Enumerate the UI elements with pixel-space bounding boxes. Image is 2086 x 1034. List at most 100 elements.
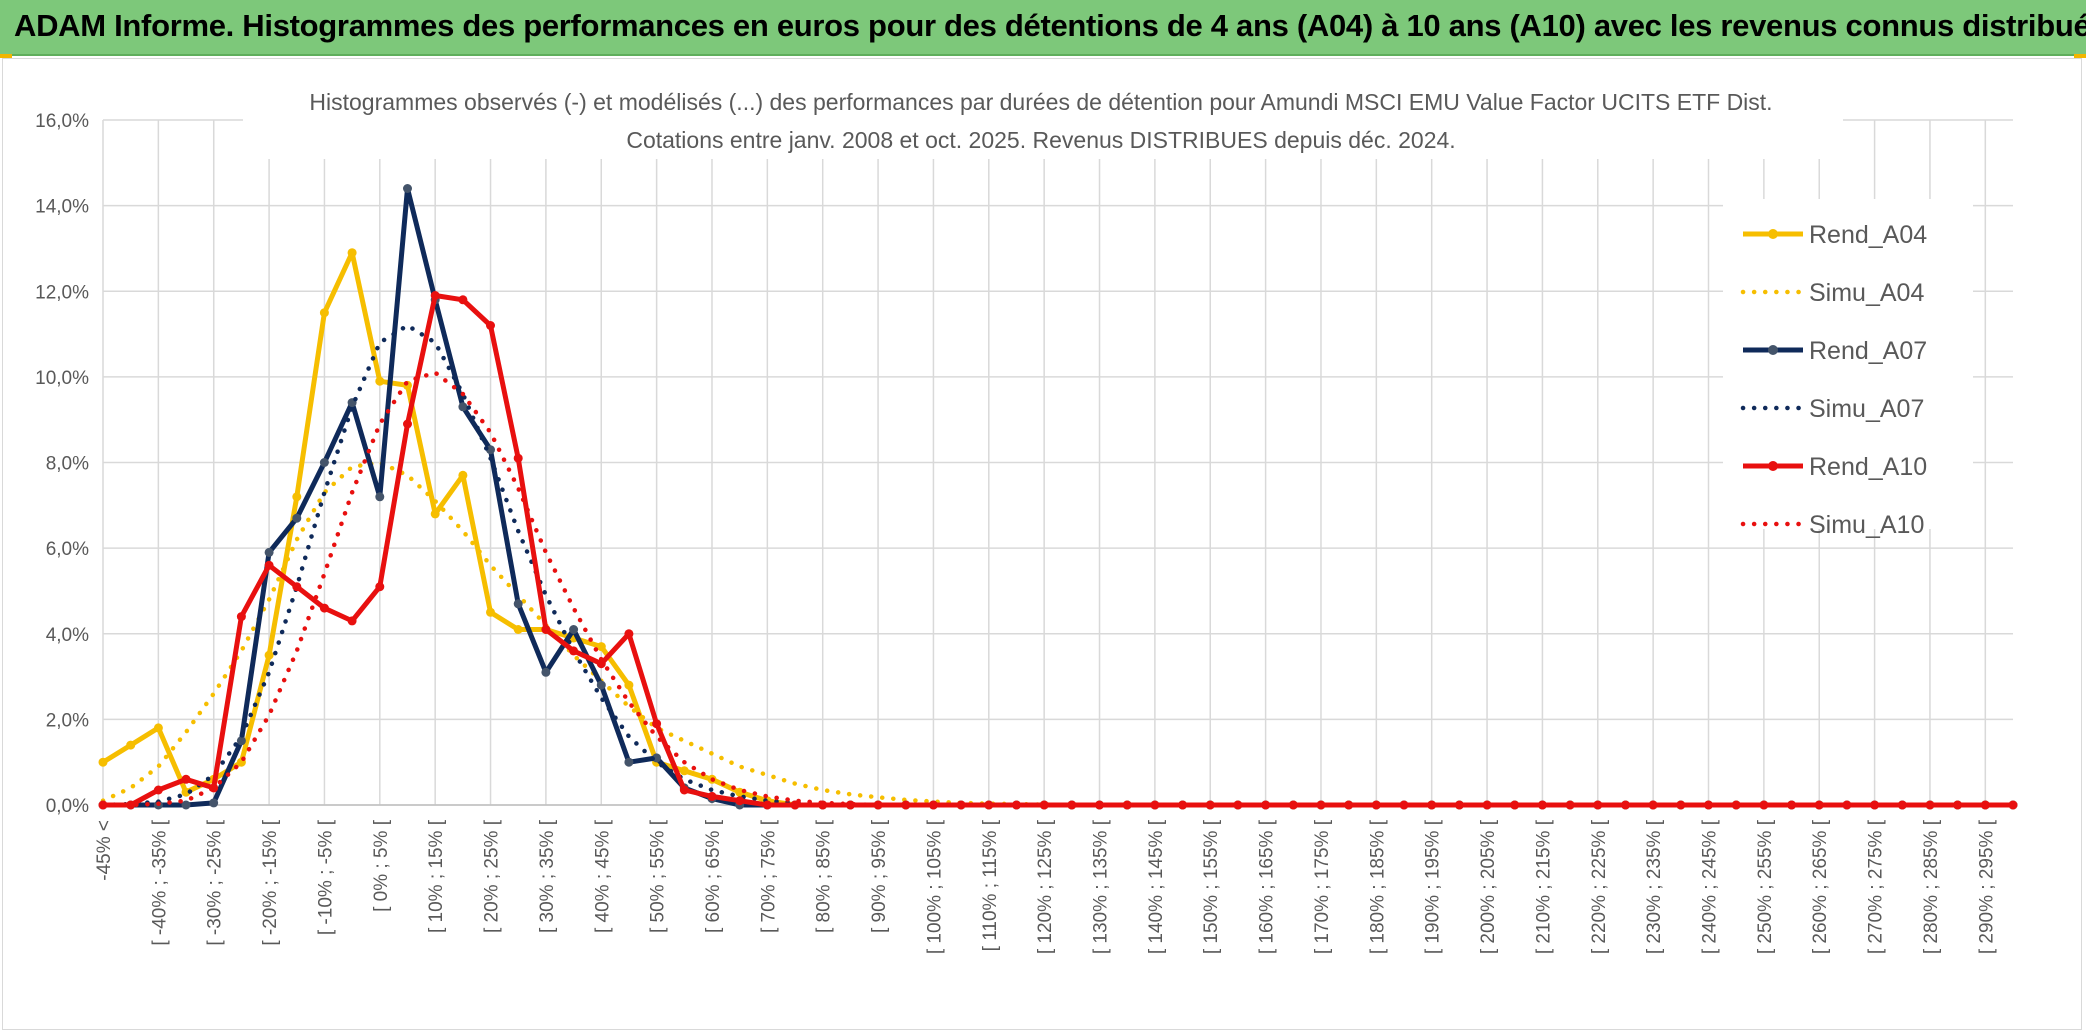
x-axis: -45% < [ -40% ; -35% [[ -30% ; -25% [[ -2… — [94, 819, 1997, 954]
y-tick-label: 10,0% — [35, 368, 89, 389]
data-point-Rend_A10 — [1067, 800, 1077, 810]
data-point-Rend_A10 — [1178, 800, 1188, 810]
data-point-Rend_A10 — [458, 295, 468, 305]
data-point-Rend_A10 — [375, 582, 385, 592]
data-point-Rend_A07 — [319, 458, 329, 467]
data-point-Rend_A04 — [98, 757, 108, 767]
x-tick-label: [ 40% ; 45% [ — [592, 819, 613, 933]
data-point-Rend_A10 — [1012, 800, 1021, 810]
x-tick-label: [ -30% ; -25% [ — [205, 819, 226, 945]
data-point-Rend_A04 — [264, 650, 274, 660]
x-tick-label: [ -40% ; -35% [ — [149, 819, 170, 945]
grid-layer — [102, 119, 2013, 806]
y-tick-label: 2,0% — [46, 710, 89, 731]
data-point-Rend_A07 — [181, 800, 191, 810]
x-tick-label: [ 120% ; 125% [ — [1035, 819, 1056, 954]
x-tick-label: [ 0% ; 5% [ — [371, 819, 392, 912]
data-point-Rend_A10 — [319, 603, 329, 613]
series-line-Simu_A07 — [100, 323, 2016, 808]
y-tick-label: 8,0% — [46, 454, 89, 475]
x-tick-label: [ 70% ; 75% [ — [758, 819, 779, 933]
legend-marker — [1768, 229, 1778, 239]
legend-label: Rend_A10 — [1809, 453, 1927, 481]
x-tick-label: [ 160% ; 165% [ — [1257, 819, 1278, 954]
data-point-Rend_A10 — [1510, 800, 1520, 810]
legend-label: Rend_A04 — [1809, 221, 1927, 249]
x-tick-label: [ 250% ; 255% [ — [1755, 819, 1776, 954]
data-point-Rend_A10 — [624, 629, 634, 639]
data-point-Rend_A10 — [901, 800, 911, 810]
x-tick-label: [ -10% ; -5% [ — [315, 819, 336, 935]
data-point-Rend_A07 — [375, 492, 385, 502]
data-point-Rend_A04 — [679, 766, 689, 776]
data-point-Rend_A10 — [652, 719, 662, 729]
legend-item-Rend_A07: Rend_A07 — [1743, 337, 1927, 365]
x-tick-label: [ 50% ; 55% [ — [648, 819, 669, 933]
data-point-Rend_A10 — [1122, 800, 1132, 810]
chart-subtitle: Cotations entre janv. 2008 et oct. 2025.… — [626, 127, 1455, 153]
data-point-Rend_A10 — [1288, 800, 1298, 810]
x-tick-label: [ 90% ; 95% [ — [869, 819, 890, 933]
data-point-Rend_A10 — [2008, 800, 2018, 810]
data-point-Rend_A04 — [153, 723, 163, 733]
data-point-Rend_A10 — [707, 791, 717, 801]
x-tick-label: [ 110% ; 115% [ — [980, 819, 1001, 951]
data-point-Rend_A10 — [126, 800, 136, 810]
banner-title: ADAM Informe. Histogrammes des performan… — [14, 8, 2086, 43]
data-point-Rend_A04 — [624, 680, 634, 690]
data-point-Rend_A04 — [375, 376, 385, 386]
data-point-Rend_A07 — [569, 625, 579, 634]
legend-item-Rend_A04: Rend_A04 — [1743, 221, 1927, 249]
data-point-Rend_A10 — [153, 785, 163, 795]
data-point-Rend_A07 — [513, 599, 523, 609]
data-point-Rend_A10 — [1399, 800, 1409, 810]
data-point-Rend_A10 — [735, 796, 745, 806]
data-point-Rend_A10 — [486, 321, 495, 330]
y-tick-label: 16,0% — [35, 111, 89, 132]
data-point-Rend_A07 — [458, 402, 468, 412]
legend-item-Simu_A04: Simu_A04 — [1740, 279, 1924, 307]
series-layer — [98, 184, 2018, 810]
x-tick-label: [ 150% ; 155% [ — [1201, 819, 1222, 954]
legend-item-Rend_A10: Rend_A10 — [1743, 453, 1927, 481]
corner-mark-left — [0, 54, 12, 58]
data-point-Rend_A10 — [292, 582, 302, 592]
data-point-Rend_A07 — [541, 667, 551, 677]
series-line-Rend_A10 — [103, 293, 2013, 808]
y-tick-label: 12,0% — [35, 282, 89, 303]
data-point-Rend_A10 — [1454, 800, 1464, 810]
data-point-Rend_A10 — [569, 646, 579, 656]
data-point-Rend_A07 — [209, 798, 219, 808]
banner: ADAM Informe. Histogrammes des performan… — [0, 0, 2086, 56]
chart: 0,0% 2,0% 4,0% 6,0% 8,0% 10,0% 12,0% 14,0% 16,0%… — [35, 79, 2018, 954]
data-point-Rend_A04 — [126, 740, 136, 750]
x-tick-label: [ 220% ; 225% [ — [1589, 819, 1610, 954]
data-point-Rend_A07 — [292, 513, 302, 523]
data-point-Rend_A04 — [458, 470, 468, 480]
data-point-Rend_A10 — [679, 785, 689, 795]
x-tick-label: [ 170% ; 175% [ — [1312, 819, 1333, 954]
x-tick-label: [ 80% ; 85% [ — [814, 819, 835, 933]
data-point-Rend_A04 — [430, 509, 440, 519]
y-axis: 0,0% 2,0% 4,0% 6,0% 8,0% 10,0% 12,0% 14,0% 16,0% — [35, 111, 89, 817]
data-point-Rend_A10 — [1344, 800, 1354, 810]
x-tick-label: [ -20% ; -15% [ — [260, 819, 281, 945]
data-point-Rend_A10 — [596, 659, 606, 669]
legend-label: Simu_A07 — [1809, 395, 1924, 423]
data-point-Rend_A10 — [403, 419, 412, 429]
y-tick-label: 6,0% — [46, 539, 89, 560]
x-tick-label: [ 240% ; 245% [ — [1700, 819, 1721, 954]
x-tick-label: [ 190% ; 195% [ — [1423, 819, 1444, 954]
legend-label: Rend_A07 — [1809, 337, 1927, 365]
data-point-Rend_A04 — [347, 248, 357, 258]
y-tick-label: 14,0% — [35, 197, 89, 218]
data-point-Rend_A04 — [319, 308, 329, 318]
data-point-Rend_A10 — [430, 291, 440, 300]
legend-marker — [1768, 461, 1778, 471]
data-point-Rend_A10 — [264, 560, 274, 570]
data-point-Rend_A07 — [652, 753, 662, 763]
data-point-Rend_A10 — [513, 453, 523, 463]
data-point-Rend_A07 — [624, 757, 634, 767]
x-tick-label: [ 260% ; 265% [ — [1810, 819, 1831, 954]
x-tick-label: [ 230% ; 235% [ — [1644, 819, 1665, 954]
